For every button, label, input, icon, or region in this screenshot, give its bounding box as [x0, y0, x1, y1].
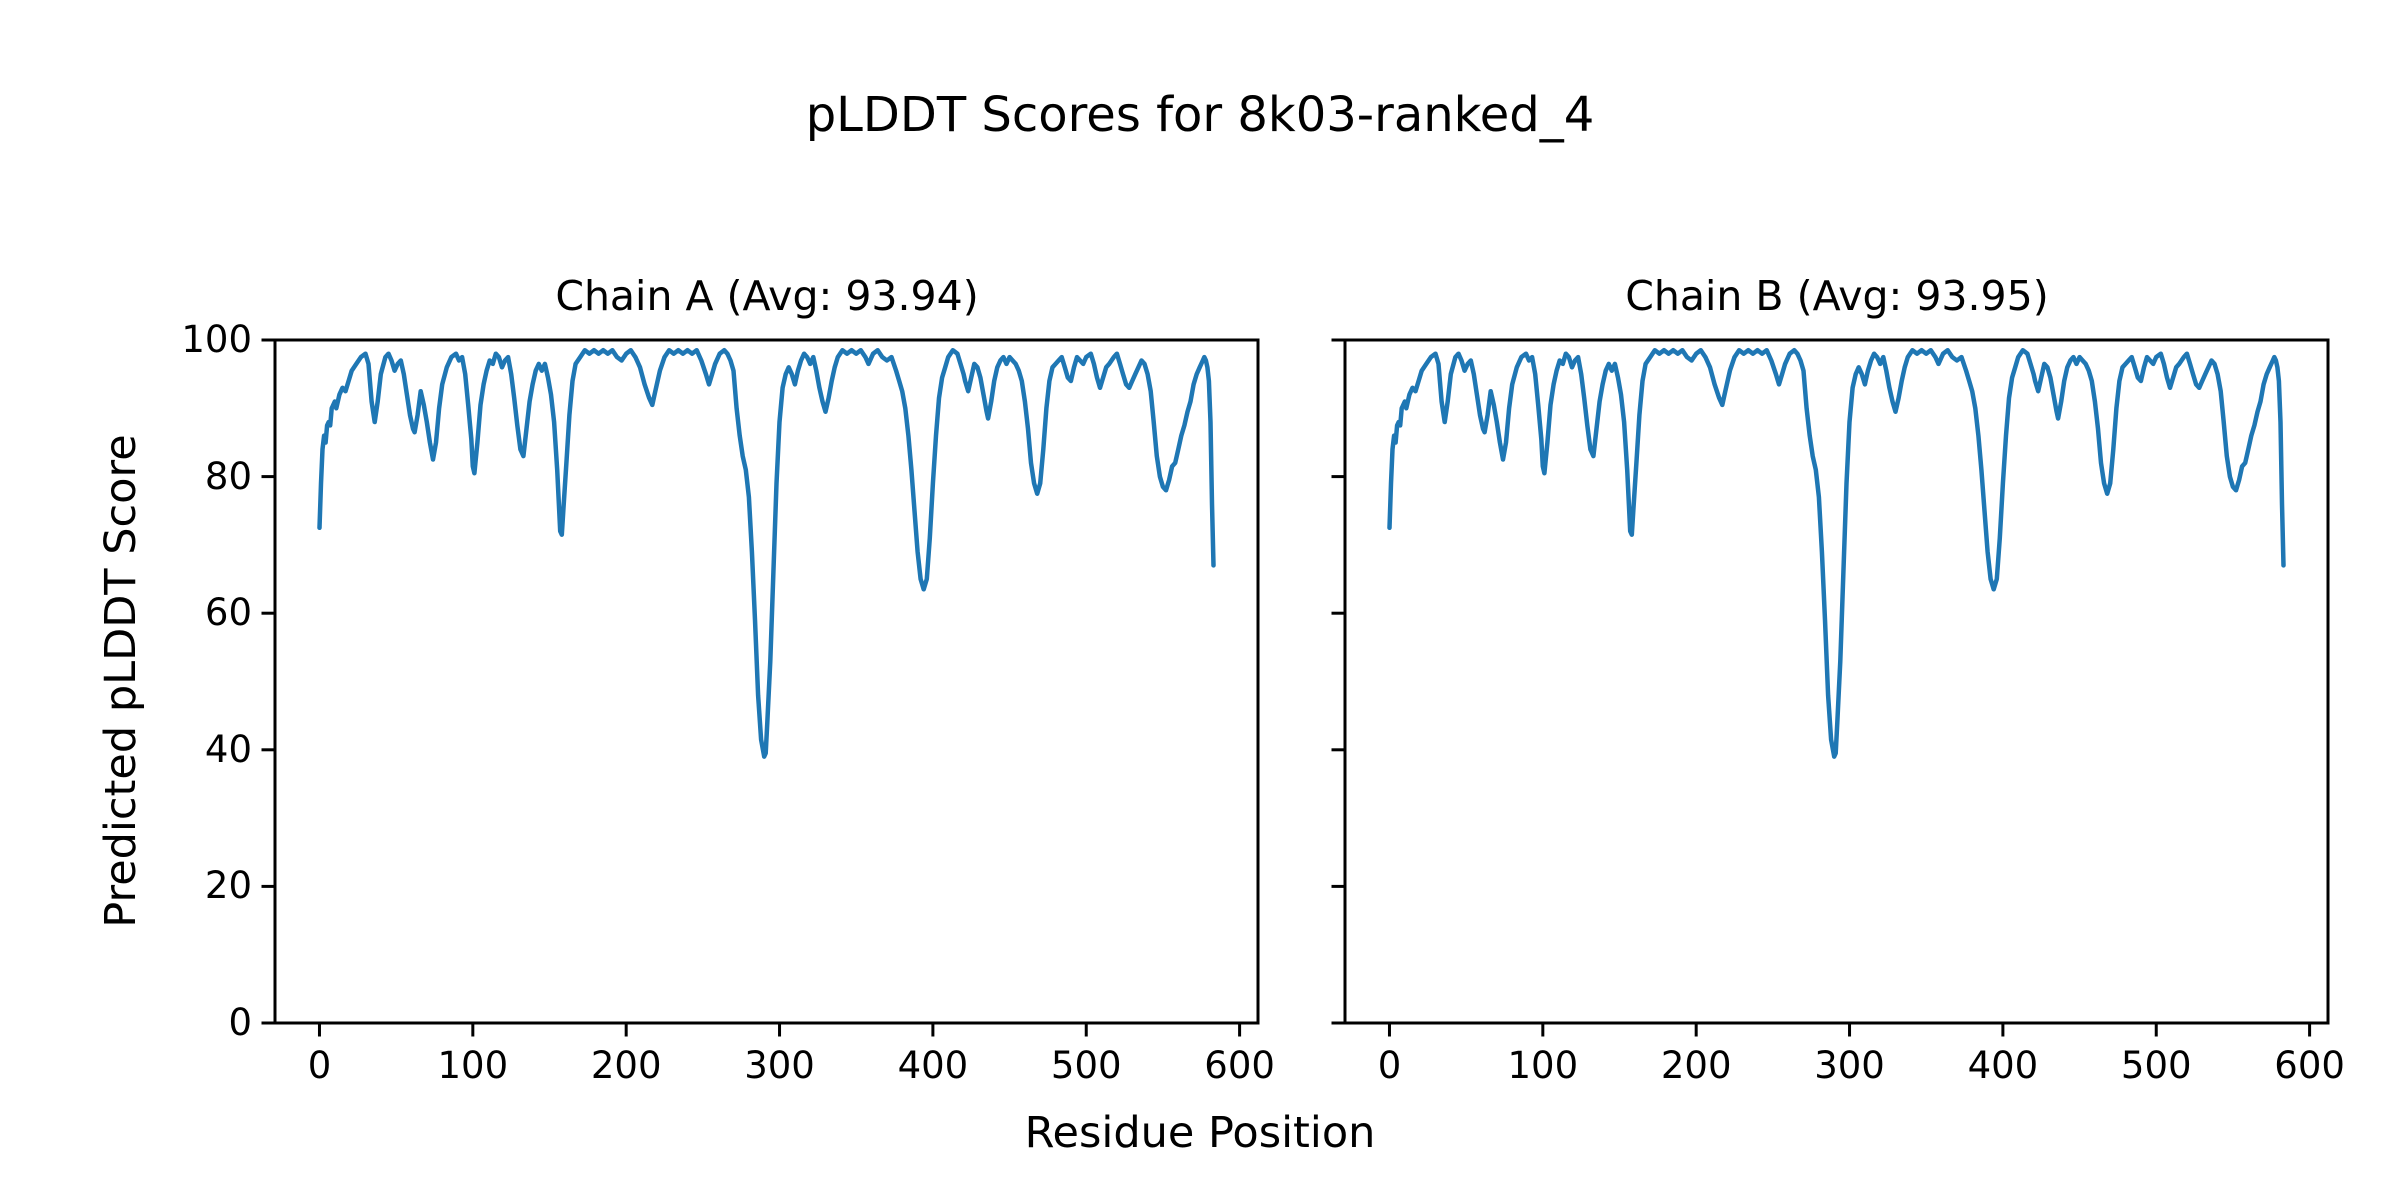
x-tick-label: 100	[437, 1044, 509, 1087]
x-tick-label: 0	[307, 1044, 332, 1087]
y-tick-label: 60	[204, 591, 252, 635]
x-tick-label: 500	[2120, 1044, 2192, 1087]
y-tick-label: 20	[204, 864, 252, 908]
x-tick-label: 100	[1507, 1044, 1579, 1087]
axes-spine	[273, 338, 1260, 1025]
y-tick-label: 100	[181, 318, 252, 361]
figure-title: pLDDT Scores for 8k03-ranked_4	[805, 87, 1595, 143]
chain-a-plddt-line	[317, 347, 1216, 759]
chain-b-title: Chain B (Avg: 93.95)	[1625, 272, 2049, 320]
y-tick-label: 40	[204, 727, 252, 771]
y-axis-label: Predicted pLDDT Score	[96, 434, 146, 928]
x-tick-label: 200	[590, 1044, 662, 1087]
chain-a-title: Chain A (Avg: 93.94)	[555, 272, 979, 320]
x-axis-label: Residue Position	[1024, 1108, 1376, 1158]
chain-b-axes	[1331, 338, 2330, 1037]
x-tick-label: 600	[1204, 1044, 1275, 1087]
y-tick-label: 0	[228, 1001, 252, 1044]
x-tick-label: 200	[1660, 1044, 1732, 1087]
x-tick-label: 400	[897, 1044, 969, 1087]
x-tick-label: 0	[1377, 1044, 1402, 1087]
axes-spine	[1343, 338, 2330, 1025]
chain-a-axes	[261, 338, 1260, 1037]
x-tick-label: 300	[744, 1044, 815, 1087]
x-tick-label: 600	[2274, 1044, 2345, 1087]
x-tick-label: 500	[1050, 1044, 1122, 1087]
x-tick-label: 300	[1814, 1044, 1885, 1087]
chain-b-plddt-line	[1387, 347, 2286, 759]
y-tick-label: 80	[204, 454, 252, 498]
x-tick-label: 400	[1967, 1044, 2039, 1087]
